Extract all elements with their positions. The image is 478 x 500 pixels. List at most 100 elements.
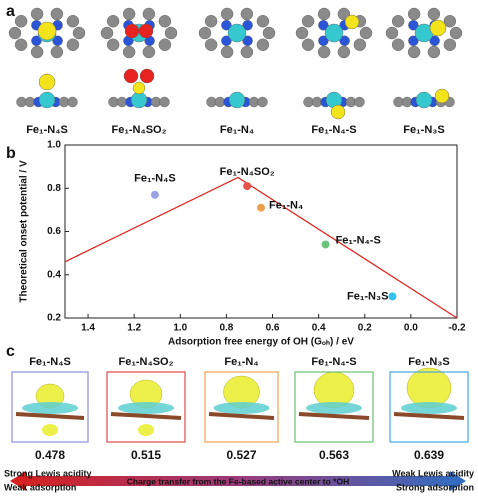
atom	[317, 7, 331, 21]
atom	[37, 21, 57, 41]
structure-label: Fe₁-N₄S	[29, 356, 71, 368]
atom	[240, 7, 254, 21]
lattice	[298, 412, 370, 420]
atom	[142, 7, 156, 21]
data-point	[321, 240, 330, 249]
lattice	[208, 412, 275, 420]
atom	[204, 38, 218, 51]
density	[401, 402, 457, 414]
atom	[339, 35, 350, 46]
atom	[30, 7, 44, 21]
atom	[123, 68, 139, 84]
atom	[354, 96, 365, 108]
atom	[124, 23, 140, 39]
atom	[301, 15, 315, 28]
density	[42, 424, 58, 436]
atom	[142, 45, 156, 59]
structure-label: Fe₁-N₄SO₂	[111, 124, 166, 136]
atom	[52, 35, 63, 46]
atom	[198, 26, 212, 40]
atom	[100, 26, 114, 40]
atom	[408, 35, 419, 46]
arrow	[10, 471, 466, 491]
atom	[449, 26, 463, 40]
atom	[324, 23, 344, 43]
atom	[408, 20, 419, 31]
atom	[132, 81, 146, 95]
atom	[443, 15, 457, 28]
point-label: Fe₁-N₄SO₂	[220, 166, 275, 178]
box	[389, 371, 469, 443]
lattice	[110, 412, 182, 420]
x-tick-label: 0.6	[266, 323, 280, 334]
data-point	[150, 190, 159, 199]
atom	[158, 38, 172, 51]
density	[213, 402, 270, 414]
atom	[159, 96, 170, 108]
atom	[164, 26, 178, 40]
charge-value: 0.563	[319, 448, 349, 462]
charge-value: 0.515	[131, 448, 161, 462]
atom	[443, 38, 457, 51]
atom	[8, 26, 22, 40]
atom	[14, 15, 28, 28]
atom	[31, 35, 42, 46]
atom	[257, 96, 268, 108]
left-note: Strong Lewis acidity	[4, 468, 92, 478]
atom	[220, 45, 234, 59]
x-tick-label: 0.0	[404, 323, 418, 334]
structures	[8, 7, 465, 436]
atom	[301, 38, 315, 51]
atom	[385, 26, 399, 40]
atom	[221, 35, 232, 46]
point-label: Fe₁-N₄-S	[336, 234, 381, 246]
point-label: Fe₁-N₃S	[347, 290, 388, 302]
atom	[429, 35, 440, 46]
atom	[242, 35, 253, 46]
panel-label: c	[6, 343, 15, 360]
atom	[427, 45, 441, 59]
atom	[353, 38, 367, 51]
box	[204, 371, 279, 443]
arrow-label: Charge transfer from the Fe-based active…	[127, 476, 349, 486]
data-point	[388, 292, 397, 301]
atom	[50, 45, 64, 59]
atom	[30, 45, 44, 59]
structure-label: Fe₁-N₄-S	[311, 356, 356, 368]
right-note: Strong adsorption	[396, 482, 474, 492]
charge-value: 0.639	[414, 448, 444, 462]
y-axis-label: Theoretical onset potential / V	[19, 160, 30, 303]
atom	[337, 45, 351, 59]
density	[306, 402, 362, 414]
structure-label: Fe₁-N₄-S	[311, 124, 356, 136]
structure-label: Fe₁-N₄SO₂	[118, 356, 173, 368]
atom	[67, 96, 78, 108]
data-point	[257, 203, 265, 212]
data-point	[243, 182, 252, 191]
box	[106, 371, 186, 443]
structure-label: Fe₁-N₄	[220, 124, 254, 136]
atom	[344, 14, 360, 30]
atom	[122, 45, 136, 59]
x-tick-label: -0.2	[448, 323, 466, 334]
atom	[429, 19, 447, 37]
x-tick-label: 1.0	[173, 323, 187, 334]
atom	[407, 7, 421, 21]
atom	[139, 68, 155, 84]
atom	[66, 38, 80, 51]
lattice	[15, 412, 85, 420]
atom	[359, 26, 373, 40]
atom	[391, 15, 405, 28]
atom	[228, 91, 246, 109]
atom	[106, 15, 120, 28]
structure-label: Fe₁-N₄S	[26, 124, 68, 136]
panel-label: a	[6, 3, 15, 20]
atom	[220, 7, 234, 21]
y-tick-label: 1.0	[47, 140, 61, 151]
atom	[38, 73, 56, 91]
atom	[256, 38, 270, 51]
atom	[138, 23, 154, 39]
atom	[66, 15, 80, 28]
y-tick-label: 0.4	[47, 269, 61, 280]
